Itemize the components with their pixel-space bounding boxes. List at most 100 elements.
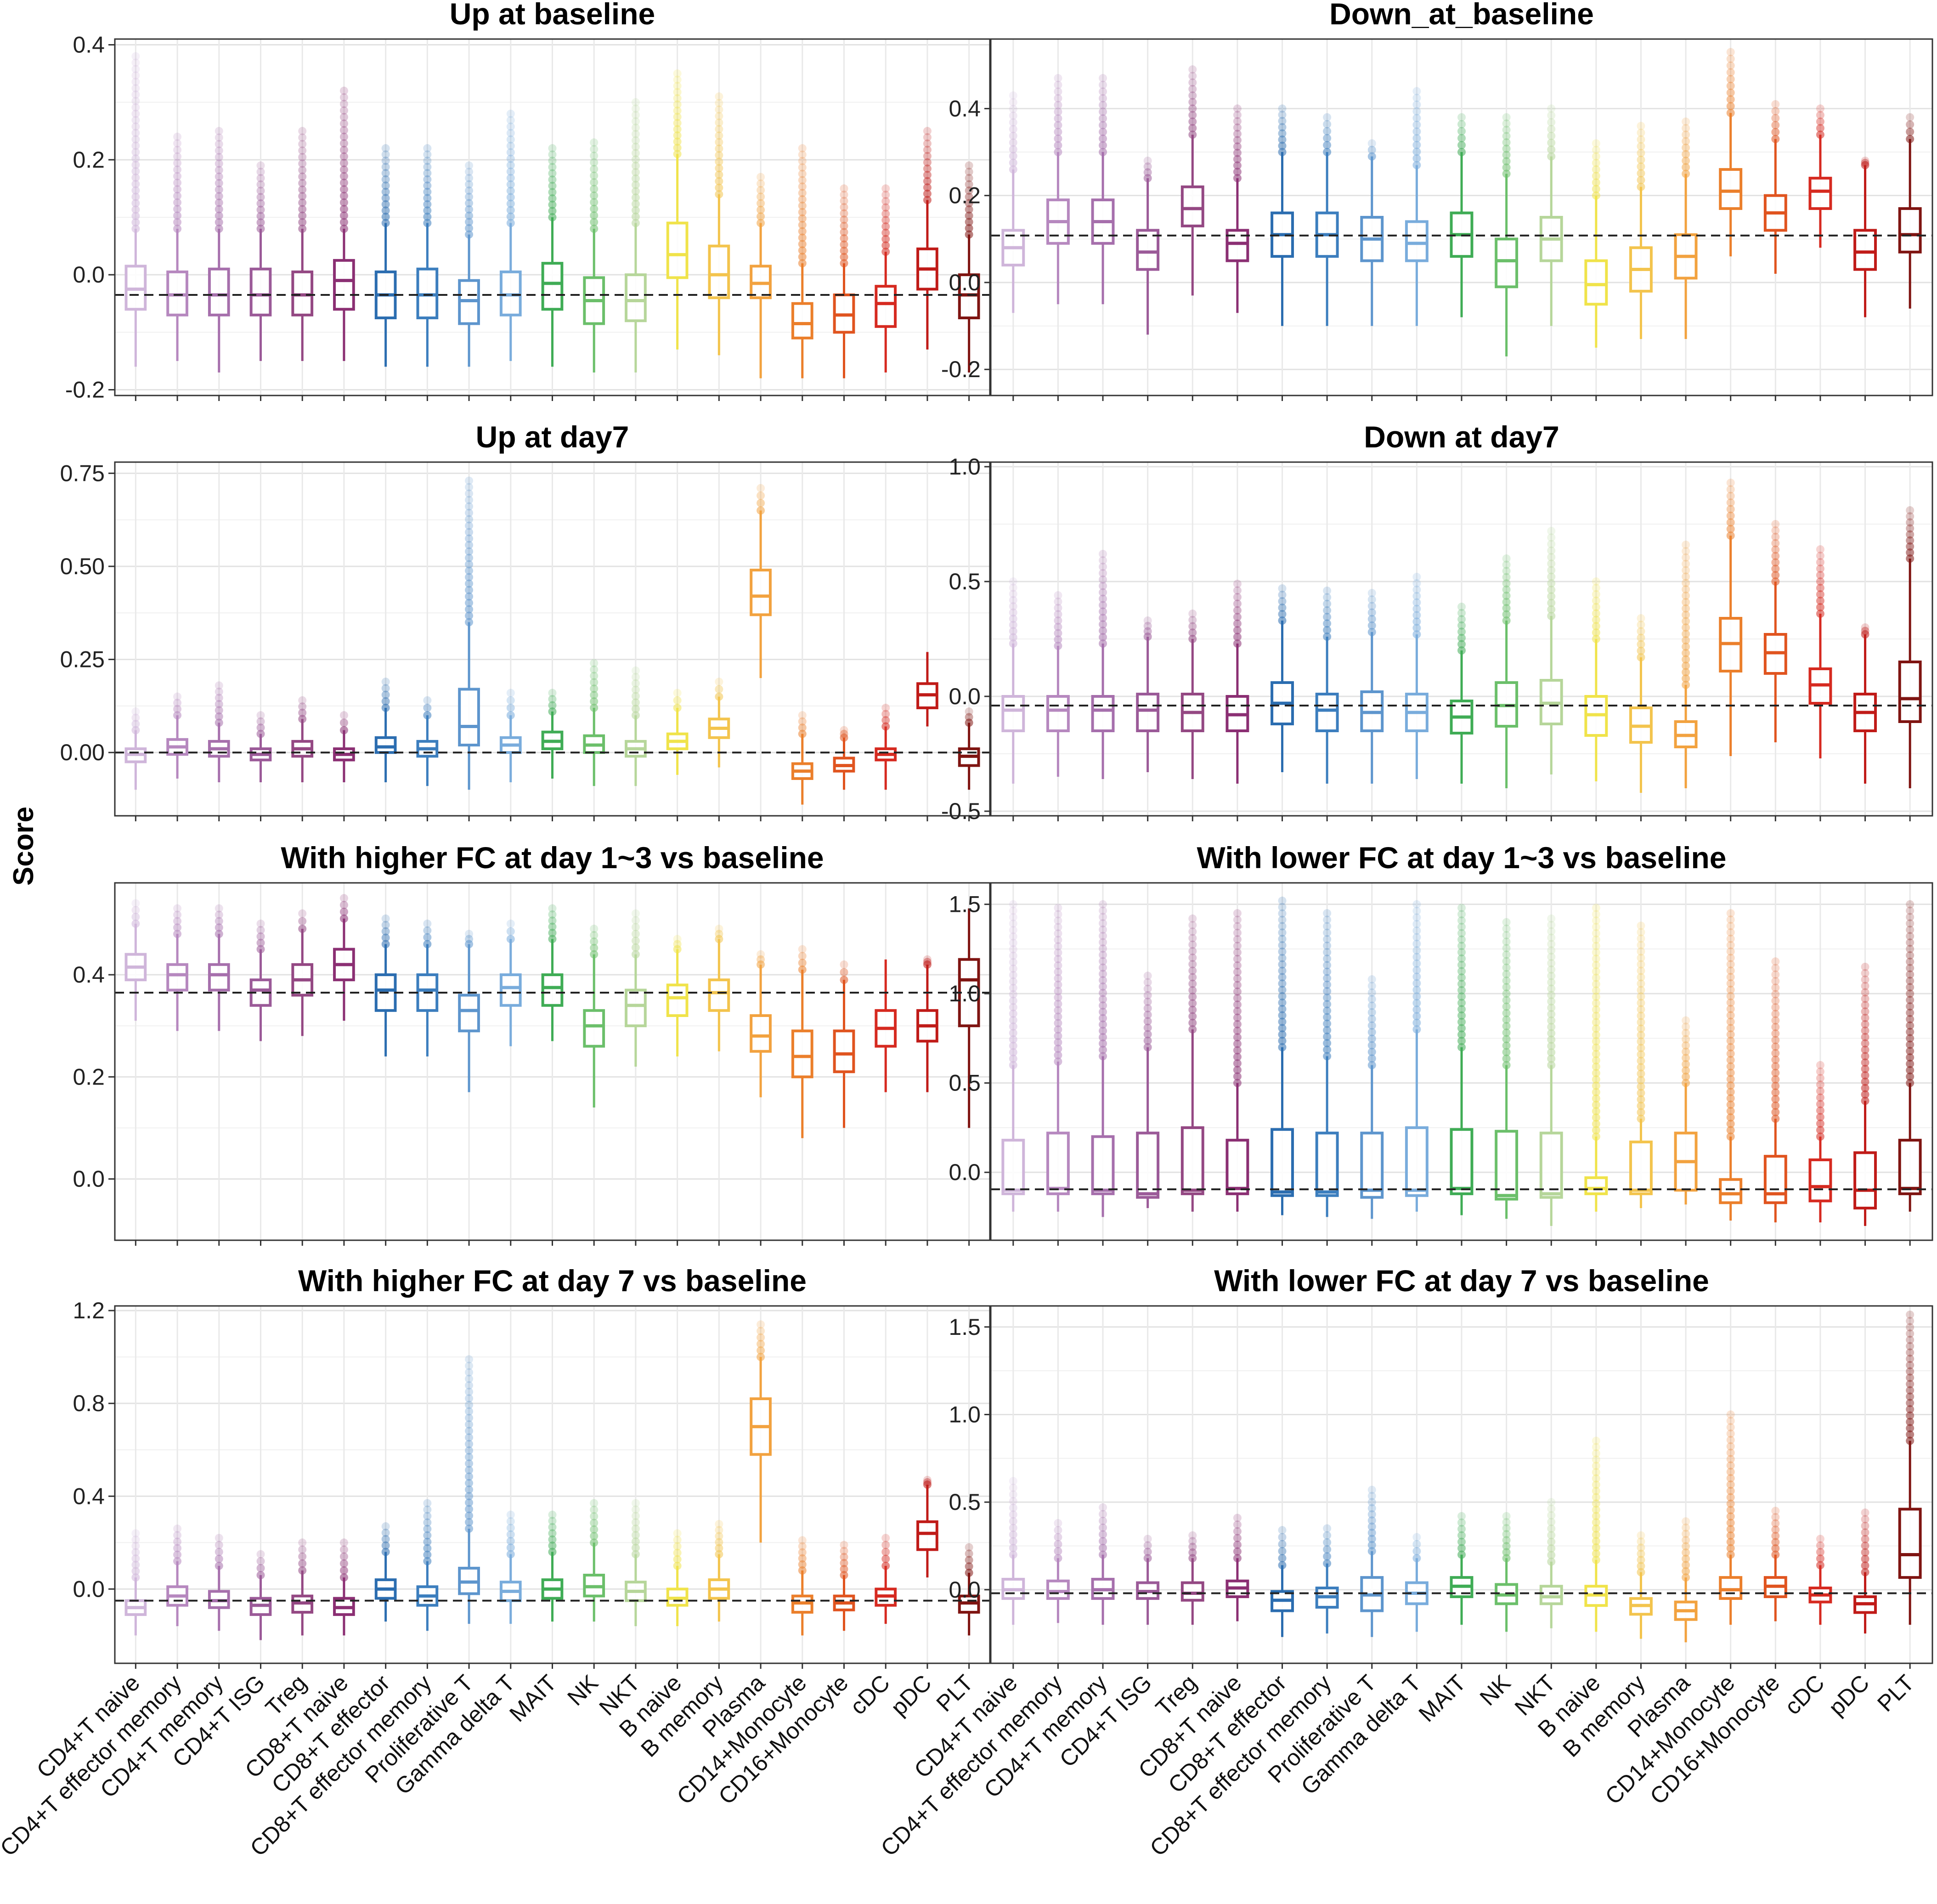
box-treg <box>291 696 314 783</box>
outlier-point <box>298 1545 307 1554</box>
outlier-point <box>631 909 640 918</box>
box-cd4-t-naive <box>124 707 147 790</box>
outlier-point <box>1502 604 1511 612</box>
outlier-point <box>1502 132 1511 141</box>
outlier-point <box>1682 559 1690 568</box>
outlier-points <box>1637 614 1645 661</box>
box-cdc <box>875 184 897 373</box>
outlier-point <box>465 592 474 601</box>
box-cd14-monocyte <box>1719 48 1743 257</box>
outlier-point <box>1099 134 1107 143</box>
outlier-point <box>1682 1073 1690 1081</box>
outlier-point <box>631 206 640 215</box>
outlier-point <box>631 1531 640 1539</box>
box-cdc <box>875 703 897 790</box>
outlier-point <box>1412 585 1421 594</box>
outlier-points <box>1682 1016 1690 1087</box>
outlier-point <box>256 723 265 732</box>
box-b-naive <box>1584 577 1608 781</box>
box-cd8-t-naive <box>333 86 355 361</box>
outlier-point <box>1906 977 1914 985</box>
outlier-point <box>1592 1449 1600 1458</box>
outlier-point <box>423 175 432 184</box>
outlier-points <box>1099 900 1107 1061</box>
outlier-point <box>1547 972 1556 980</box>
outlier-point <box>1547 1498 1556 1507</box>
outlier-point <box>590 1519 599 1527</box>
outlier-point <box>1771 1513 1780 1521</box>
outlier-point <box>1592 1543 1600 1552</box>
outlier-point <box>840 228 848 237</box>
outlier-point <box>1861 1528 1869 1537</box>
outlier-point <box>1726 1544 1735 1553</box>
box-body <box>499 973 522 1007</box>
outlier-point <box>1143 978 1152 987</box>
outlier-point <box>1771 1075 1780 1084</box>
outlier-point <box>1502 1009 1511 1017</box>
outlier-point <box>1367 1516 1376 1525</box>
outlier-point <box>1278 941 1287 949</box>
outlier-point <box>1726 941 1735 949</box>
outlier-point <box>798 176 807 185</box>
outlier-point <box>590 925 599 933</box>
outlier-point <box>256 205 265 214</box>
box-pdc <box>916 1475 938 1578</box>
outlier-point <box>590 191 599 200</box>
outlier-point <box>548 928 557 937</box>
outlier-point <box>1906 1392 1914 1401</box>
outlier-point <box>1726 1493 1735 1502</box>
box-body <box>1495 237 1519 288</box>
outlier-point <box>215 700 223 708</box>
outlier-point <box>548 163 557 171</box>
outlier-point <box>1637 1069 1645 1078</box>
panel-title: Up at baseline <box>450 0 655 31</box>
outlier-point <box>1771 558 1780 567</box>
outlier-points <box>548 144 557 221</box>
box-body <box>1136 693 1160 732</box>
outlier-point <box>1816 1093 1824 1102</box>
outlier-point <box>548 200 557 209</box>
outlier-point <box>1412 617 1421 626</box>
outlier-point <box>339 86 348 95</box>
outlier-point <box>1906 1028 1914 1036</box>
outlier-point <box>1099 1027 1107 1035</box>
outlier-point <box>1457 1537 1466 1546</box>
outlier-point <box>1682 674 1690 683</box>
outlier-points <box>881 1534 890 1570</box>
outlier-point <box>215 681 223 690</box>
outlier-points <box>173 692 182 720</box>
outlier-point <box>1771 1525 1780 1534</box>
box-body <box>166 963 188 992</box>
outlier-point <box>1592 622 1600 631</box>
outlier-point <box>1592 1126 1600 1135</box>
outlier-point <box>1054 1012 1062 1021</box>
outlier-point <box>1278 584 1287 593</box>
outlier-point <box>1637 1024 1645 1033</box>
outlier-point <box>1009 1041 1017 1050</box>
outlier-point <box>1457 916 1466 925</box>
box-body <box>1539 1585 1563 1605</box>
outlier-point <box>1054 1526 1062 1535</box>
outlier-point <box>1592 1474 1600 1483</box>
outlier-point <box>1906 1323 1914 1332</box>
outlier-point <box>1188 65 1197 74</box>
outlier-point <box>1547 965 1556 974</box>
outlier-point <box>1188 1548 1197 1557</box>
outlier-point <box>590 1512 599 1521</box>
outlier-point <box>1233 935 1242 944</box>
outlier-points <box>1457 603 1466 655</box>
outlier-point <box>757 1320 765 1329</box>
outlier-point <box>1278 966 1287 975</box>
outlier-point <box>1323 1045 1332 1054</box>
outlier-point <box>131 205 140 214</box>
outlier-point <box>1682 541 1690 549</box>
box-body <box>1360 1131 1384 1199</box>
panel-border <box>114 461 991 817</box>
outlier-point <box>298 1552 307 1561</box>
outlier-point <box>381 1522 390 1531</box>
box-cd16-monocyte <box>833 1541 855 1631</box>
outlier-point <box>1682 137 1690 146</box>
outlier-point <box>1682 630 1690 638</box>
outlier-point <box>1099 607 1107 616</box>
outlier-points <box>1726 1410 1735 1559</box>
